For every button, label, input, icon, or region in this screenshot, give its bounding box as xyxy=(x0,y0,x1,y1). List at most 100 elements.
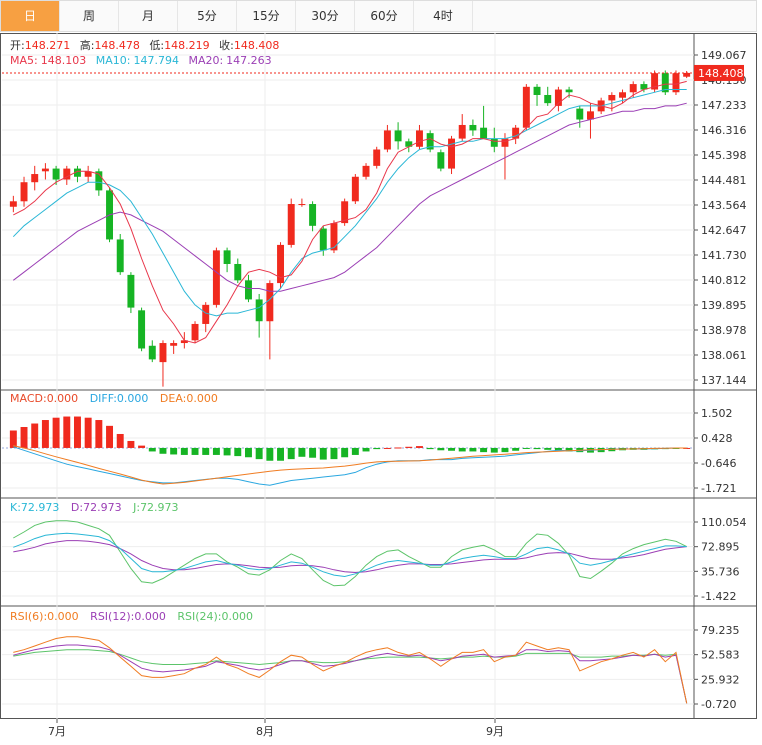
x-axis: 7月 8月 9月 xyxy=(48,719,504,738)
tab-month[interactable]: 月 xyxy=(119,1,178,31)
candle-body xyxy=(298,204,306,206)
candle-body xyxy=(266,283,274,322)
candle-body xyxy=(437,152,445,169)
macd-bar xyxy=(212,447,220,455)
macd-bar xyxy=(95,420,103,448)
macd-bar xyxy=(180,447,188,455)
last-price-tag-label: 148.408 xyxy=(698,67,744,80)
candle-body xyxy=(362,165,370,177)
candle-body xyxy=(533,86,541,95)
diff-label: DIFF: xyxy=(90,392,117,405)
ma20-line xyxy=(12,102,687,292)
candle-body xyxy=(148,345,156,360)
dea-label: DEA: xyxy=(160,392,186,405)
candle-body xyxy=(63,168,71,180)
candle-body xyxy=(277,244,285,284)
last-price-tag xyxy=(694,64,744,81)
macd-bar xyxy=(512,447,520,451)
candle-body xyxy=(448,138,456,169)
candle-body xyxy=(287,204,295,245)
rsi-tick-label: 25.932 xyxy=(701,673,740,686)
kdj-d-line xyxy=(13,540,687,574)
candle-body xyxy=(576,108,584,120)
macd-bar xyxy=(351,447,359,455)
d-value: 72.973 xyxy=(83,501,122,514)
macd-tick-label: 0.428 xyxy=(701,432,733,445)
tab-15min[interactable]: 15分 xyxy=(237,1,296,31)
price-tick-label: 142.647 xyxy=(701,224,747,237)
price-tick-label: 141.730 xyxy=(701,249,747,262)
macd-bar xyxy=(501,447,509,453)
candle-body xyxy=(191,323,199,341)
macd-bar xyxy=(138,445,146,448)
tab-day[interactable]: 日 xyxy=(1,1,60,31)
candle-body xyxy=(522,86,530,128)
macd-bar xyxy=(127,440,135,448)
macd-bar xyxy=(533,447,541,450)
rsi-tick-label: -0.720 xyxy=(701,698,736,711)
macd-bar xyxy=(522,447,530,449)
macd-bar xyxy=(448,447,456,451)
macd-bar xyxy=(330,447,338,460)
candle-body xyxy=(127,274,135,308)
kdj-tick-label: -1.422 xyxy=(701,590,736,603)
ma20-label: MA20: xyxy=(188,54,223,67)
candle-body xyxy=(405,141,413,147)
macd-dea-line xyxy=(13,445,687,485)
candle-body xyxy=(116,239,124,273)
macd-bar xyxy=(266,447,274,461)
macd-bar xyxy=(458,447,466,452)
macd-label: MACD: xyxy=(10,392,47,405)
candle-body xyxy=(608,94,616,101)
candle-body xyxy=(415,130,423,147)
candle-body xyxy=(565,89,573,93)
candle-body xyxy=(651,73,659,90)
macd-bar xyxy=(469,447,477,452)
candle-body xyxy=(95,171,103,191)
candle-body xyxy=(330,223,338,251)
rsi12-label: RSI(12): xyxy=(90,610,134,623)
j-label: J: xyxy=(132,501,140,514)
candle-body xyxy=(426,133,434,150)
macd-bar xyxy=(298,447,306,457)
tab-30min[interactable]: 30分 xyxy=(296,1,355,31)
price-axis: 149.067148.150147.233146.316145.398144.4… xyxy=(694,49,747,711)
candle-body xyxy=(554,89,562,106)
macd-bar xyxy=(63,416,71,448)
candle-body xyxy=(234,263,242,281)
price-tick-label: 143.564 xyxy=(701,199,747,212)
macd-bar xyxy=(159,447,167,454)
outer-border xyxy=(0,33,757,719)
candle-body xyxy=(480,127,488,139)
candle-body xyxy=(138,310,146,349)
macd-bar xyxy=(41,420,49,448)
candle-body xyxy=(202,304,210,324)
macd-bar xyxy=(554,447,562,451)
macd-bar xyxy=(116,433,124,448)
candle-body xyxy=(309,204,317,226)
macd-diff-line xyxy=(13,446,687,486)
tab-60min[interactable]: 60分 xyxy=(355,1,414,31)
open-label: 开: xyxy=(10,39,25,52)
kdj-tick-label: 72.895 xyxy=(701,541,740,554)
candle-body xyxy=(683,72,691,77)
tab-4h[interactable]: 4时 xyxy=(414,1,473,31)
tab-week[interactable]: 周 xyxy=(60,1,119,31)
macd-bar xyxy=(191,447,199,455)
candle-body xyxy=(319,228,327,251)
tab-5min[interactable]: 5分 xyxy=(178,1,237,31)
macd-bar xyxy=(319,447,327,460)
chart-canvas[interactable]: 149.067148.150147.233146.316145.398144.4… xyxy=(0,33,757,743)
macd-bar xyxy=(309,447,317,458)
candle-body xyxy=(159,343,167,363)
high-value: 148.478 xyxy=(94,39,140,52)
moving-averages xyxy=(12,80,687,344)
rsi6-line xyxy=(13,636,688,704)
candle-body xyxy=(544,94,552,104)
macd-bar xyxy=(244,447,252,458)
ohlc-readout: 开:148.271 高:148.478 低:148.219 收:148.408 xyxy=(10,38,279,52)
dea-value: 0.000 xyxy=(186,392,218,405)
macd-bar xyxy=(223,447,231,456)
price-tick-label: 138.978 xyxy=(701,324,747,337)
macd-tick-label: -0.646 xyxy=(701,457,736,470)
